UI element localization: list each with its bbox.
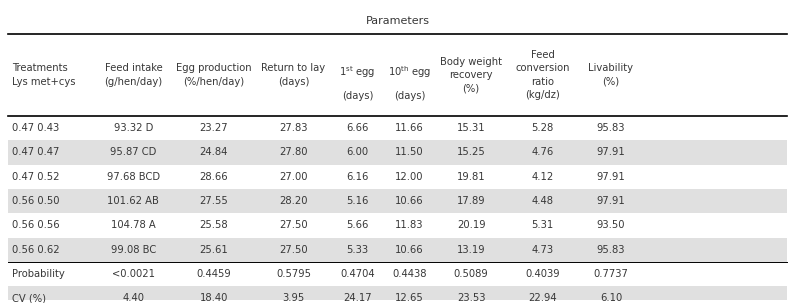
Text: 27.83: 27.83 <box>279 123 308 133</box>
Text: 12.65: 12.65 <box>395 294 424 303</box>
Text: 0.4039: 0.4039 <box>525 269 560 279</box>
Text: 28.66: 28.66 <box>200 172 228 182</box>
Text: Feed intake
(g/hen/day): Feed intake (g/hen/day) <box>104 63 162 87</box>
Text: 11.83: 11.83 <box>395 221 424 231</box>
Text: Feed
conversion
ratio
(kg/dz): Feed conversion ratio (kg/dz) <box>515 50 570 100</box>
Bar <box>8 238 787 262</box>
Text: 97.91: 97.91 <box>596 172 626 182</box>
Text: 25.58: 25.58 <box>200 221 228 231</box>
Text: 0.5795: 0.5795 <box>276 269 311 279</box>
Text: 10$^{\mathregular{th}}$ egg: 10$^{\mathregular{th}}$ egg <box>388 64 432 80</box>
Text: 23.53: 23.53 <box>457 294 486 303</box>
Text: 0.5089: 0.5089 <box>454 269 488 279</box>
Text: 1$^{\mathregular{st}}$ egg: 1$^{\mathregular{st}}$ egg <box>339 64 375 80</box>
Text: 24.17: 24.17 <box>343 294 372 303</box>
Text: 0.47 0.47: 0.47 0.47 <box>12 147 59 157</box>
Text: 11.66: 11.66 <box>395 123 424 133</box>
Text: 4.12: 4.12 <box>532 172 554 182</box>
Text: 104.78 A: 104.78 A <box>111 221 156 231</box>
Text: 0.56 0.62: 0.56 0.62 <box>12 245 60 255</box>
Bar <box>8 286 787 303</box>
Text: 4.76: 4.76 <box>532 147 554 157</box>
Text: Livability
(%): Livability (%) <box>588 63 634 87</box>
Text: 12.00: 12.00 <box>395 172 424 182</box>
Text: 27.50: 27.50 <box>279 245 308 255</box>
Text: 22.94: 22.94 <box>529 294 557 303</box>
Bar <box>8 189 787 213</box>
Text: 4.40: 4.40 <box>122 294 145 303</box>
Text: 0.47 0.43: 0.47 0.43 <box>12 123 59 133</box>
Text: 10.66: 10.66 <box>395 196 424 206</box>
Text: 27.80: 27.80 <box>279 147 308 157</box>
Text: 5.16: 5.16 <box>346 196 369 206</box>
Text: 0.4704: 0.4704 <box>340 269 374 279</box>
Text: 0.4459: 0.4459 <box>196 269 231 279</box>
Text: Probability: Probability <box>12 269 64 279</box>
Text: 6.66: 6.66 <box>346 123 369 133</box>
Text: 11.50: 11.50 <box>395 147 424 157</box>
Text: <0.0021: <0.0021 <box>112 269 155 279</box>
Text: 0.56 0.50: 0.56 0.50 <box>12 196 60 206</box>
Text: 15.25: 15.25 <box>457 147 486 157</box>
Text: 6.10: 6.10 <box>600 294 622 303</box>
Text: Body weight
recovery
(%): Body weight recovery (%) <box>440 57 502 93</box>
Text: 13.19: 13.19 <box>457 245 486 255</box>
Text: 28.20: 28.20 <box>279 196 308 206</box>
Text: Egg production
(%/hen/day): Egg production (%/hen/day) <box>176 63 251 87</box>
Text: 18.40: 18.40 <box>200 294 228 303</box>
Text: 99.08 BC: 99.08 BC <box>111 245 156 255</box>
Text: 23.27: 23.27 <box>200 123 228 133</box>
Text: 6.16: 6.16 <box>346 172 369 182</box>
Text: 0.47 0.52: 0.47 0.52 <box>12 172 60 182</box>
Text: (days): (days) <box>342 91 373 101</box>
Text: 4.48: 4.48 <box>532 196 554 206</box>
Text: 27.00: 27.00 <box>279 172 308 182</box>
Text: 97.91: 97.91 <box>596 196 626 206</box>
Text: 5.28: 5.28 <box>532 123 554 133</box>
Text: 93.50: 93.50 <box>597 221 625 231</box>
Text: 19.81: 19.81 <box>457 172 486 182</box>
Text: 6.00: 6.00 <box>347 147 368 157</box>
Text: 3.95: 3.95 <box>282 294 304 303</box>
Text: 25.61: 25.61 <box>200 245 228 255</box>
Text: 93.32 D: 93.32 D <box>114 123 153 133</box>
Text: 95.83: 95.83 <box>597 123 625 133</box>
Text: 0.56 0.56: 0.56 0.56 <box>12 221 60 231</box>
Text: 97.91: 97.91 <box>596 147 626 157</box>
Text: 0.7737: 0.7737 <box>594 269 628 279</box>
Text: 0.4438: 0.4438 <box>392 269 427 279</box>
Text: 10.66: 10.66 <box>395 245 424 255</box>
Text: 20.19: 20.19 <box>457 221 486 231</box>
Text: 95.83: 95.83 <box>597 245 625 255</box>
Text: 15.31: 15.31 <box>457 123 486 133</box>
Text: 17.89: 17.89 <box>457 196 486 206</box>
Text: 5.31: 5.31 <box>532 221 554 231</box>
Bar <box>8 140 787 165</box>
Text: Return to lay
(days): Return to lay (days) <box>262 63 326 87</box>
Text: (days): (days) <box>394 91 425 101</box>
Text: 4.73: 4.73 <box>532 245 554 255</box>
Text: 95.87 CD: 95.87 CD <box>111 147 157 157</box>
Text: 27.50: 27.50 <box>279 221 308 231</box>
Text: Treatments
Lys met+cys: Treatments Lys met+cys <box>12 63 76 87</box>
Text: 27.55: 27.55 <box>200 196 228 206</box>
Text: 101.62 AB: 101.62 AB <box>107 196 159 206</box>
Text: CV (%): CV (%) <box>12 294 46 303</box>
Text: 5.66: 5.66 <box>346 221 369 231</box>
Text: 97.68 BCD: 97.68 BCD <box>107 172 160 182</box>
Text: 5.33: 5.33 <box>347 245 368 255</box>
Text: 24.84: 24.84 <box>200 147 228 157</box>
Text: Parameters: Parameters <box>366 16 429 26</box>
